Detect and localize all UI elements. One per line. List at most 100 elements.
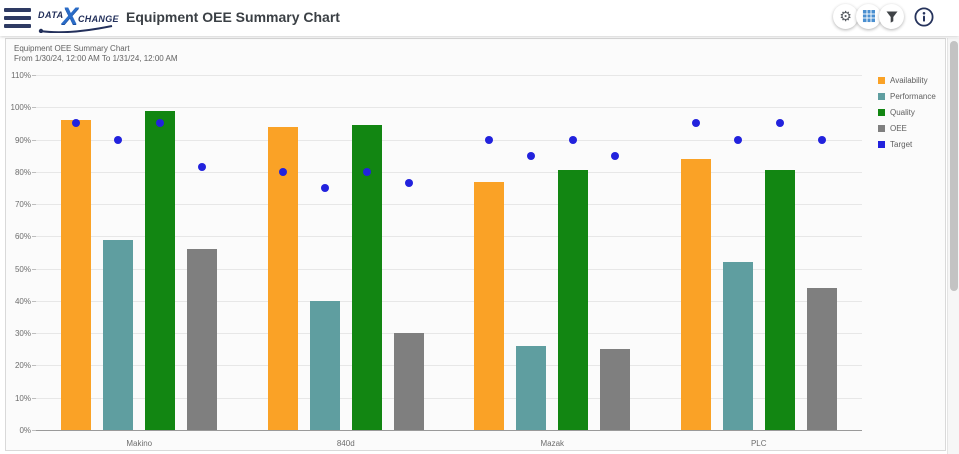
legend-swatch-icon (878, 140, 885, 148)
filter-button[interactable] (879, 4, 904, 29)
y-axis-label: 20% (14, 361, 31, 371)
y-axis-tick (32, 268, 36, 270)
y-axis-tick (32, 333, 36, 335)
target-dot-oee-840d[interactable] (404, 179, 413, 188)
y-axis-label: 110% (11, 71, 31, 80)
legend-swatch-icon (878, 76, 885, 84)
bar-oee-840d[interactable] (393, 333, 424, 430)
x-axis-line (36, 430, 862, 431)
bar-oee-makino[interactable] (187, 249, 218, 430)
y-axis-label: 80% (14, 167, 31, 177)
legend-item-oee[interactable]: OEE (878, 120, 936, 136)
y-axis-tick (32, 171, 36, 173)
logo-x-mark: X (62, 3, 79, 30)
gridline (36, 333, 862, 335)
bar-quality-makino[interactable] (145, 110, 176, 430)
category-label-mazak: Mazak (540, 439, 565, 448)
legend-label: Quality (890, 107, 915, 117)
category-label-makino: Makino (126, 439, 153, 448)
bar-availability-mazak[interactable] (474, 181, 505, 430)
target-dot-oee-mazak[interactable] (611, 151, 620, 160)
y-axis-tick (32, 204, 36, 206)
logo-text-data: DATA (38, 10, 64, 20)
dataxchange-logo: DATA X CHANGE (38, 3, 119, 33)
vertical-scrollbar-track[interactable] (947, 38, 959, 454)
vertical-scrollbar-thumb[interactable] (950, 41, 958, 291)
target-dot-performance-mazak[interactable] (527, 151, 536, 160)
y-axis-label: 0% (19, 426, 31, 435)
legend-swatch-icon (878, 92, 885, 100)
target-dot-availability-makino[interactable] (72, 119, 81, 128)
legend-label: Availability (890, 75, 928, 85)
target-dot-availability-840d[interactable] (278, 167, 287, 176)
app-header: DATA X CHANGE Equipment OEE Summary Char… (0, 0, 959, 36)
bar-availability-plc[interactable] (680, 158, 711, 430)
target-dot-performance-makino[interactable] (114, 135, 123, 144)
hamburger-bar (4, 24, 31, 28)
funnel-icon (886, 11, 897, 23)
info-button[interactable] (913, 6, 935, 28)
bar-oee-plc[interactable] (806, 288, 837, 430)
hamburger-bar (4, 16, 31, 20)
target-dot-availability-plc[interactable] (691, 119, 700, 128)
gridline (36, 171, 862, 173)
gridline (36, 139, 862, 141)
info-circle-icon (914, 7, 934, 27)
legend-item-performance[interactable]: Performance (878, 88, 936, 104)
chart-card: Equipment OEE Summary Chart From 1/30/24… (5, 38, 946, 451)
y-axis-label: 70% (14, 200, 31, 210)
bar-availability-840d[interactable] (267, 126, 298, 430)
y-axis-tick (32, 397, 36, 399)
gear-icon: ⚙ (839, 8, 852, 25)
bar-quality-mazak[interactable] (558, 170, 589, 430)
y-axis-tick (32, 300, 36, 302)
gridline (36, 107, 862, 109)
bar-oee-mazak[interactable] (600, 349, 631, 430)
legend-item-quality[interactable]: Quality (878, 104, 936, 120)
category-label-840d: 840d (336, 439, 355, 448)
category-label-plc: PLC (750, 439, 767, 448)
gridline (36, 397, 862, 399)
legend-item-target[interactable]: Target (878, 136, 936, 152)
target-dot-availability-mazak[interactable] (485, 135, 494, 144)
target-dot-performance-plc[interactable] (733, 135, 742, 144)
legend-label: OEE (890, 123, 907, 133)
y-axis-tick (32, 75, 36, 76)
target-dot-performance-840d[interactable] (320, 183, 329, 192)
logo-swoosh-icon (38, 25, 113, 33)
y-axis-tick (32, 236, 36, 238)
logo-text-change: CHANGE (78, 14, 119, 24)
y-axis-tick (32, 430, 36, 431)
chart-subtitle: From 1/30/24, 12:00 AM To 1/31/24, 12:00… (14, 54, 178, 63)
y-axis-tick (32, 107, 36, 109)
gridline (36, 236, 862, 238)
y-axis-label: 40% (14, 296, 31, 306)
bar-quality-plc[interactable] (764, 170, 795, 430)
bar-performance-840d[interactable] (309, 300, 340, 430)
chart-legend: Availability Performance Quality OEE Target (878, 72, 936, 152)
target-dot-oee-plc[interactable] (817, 135, 826, 144)
target-dot-quality-mazak[interactable] (569, 135, 578, 144)
bar-quality-840d[interactable] (351, 125, 382, 430)
legend-label: Performance (890, 91, 936, 101)
target-dot-quality-makino[interactable] (156, 119, 165, 128)
chart-header: Equipment OEE Summary Chart From 1/30/24… (14, 44, 178, 64)
target-dot-oee-makino[interactable] (198, 162, 207, 171)
bar-performance-mazak[interactable] (516, 346, 547, 430)
y-axis-label: 100% (10, 103, 31, 113)
hamburger-menu-icon[interactable] (4, 8, 31, 28)
bar-performance-plc[interactable] (722, 262, 753, 430)
table-grid-icon (862, 10, 875, 23)
target-dot-quality-plc[interactable] (775, 119, 784, 128)
y-axis-label: 60% (14, 232, 31, 242)
target-dot-quality-840d[interactable] (362, 167, 371, 176)
settings-button[interactable]: ⚙ (833, 4, 858, 29)
bar-availability-makino[interactable] (61, 120, 92, 430)
legend-label: Target (890, 139, 913, 149)
gridline (36, 75, 862, 76)
grid-view-button[interactable] (856, 4, 881, 29)
chart-title: Equipment OEE Summary Chart (14, 44, 130, 53)
bar-performance-makino[interactable] (103, 239, 134, 430)
legend-item-availability[interactable]: Availability (878, 72, 936, 88)
gridline (36, 268, 862, 270)
